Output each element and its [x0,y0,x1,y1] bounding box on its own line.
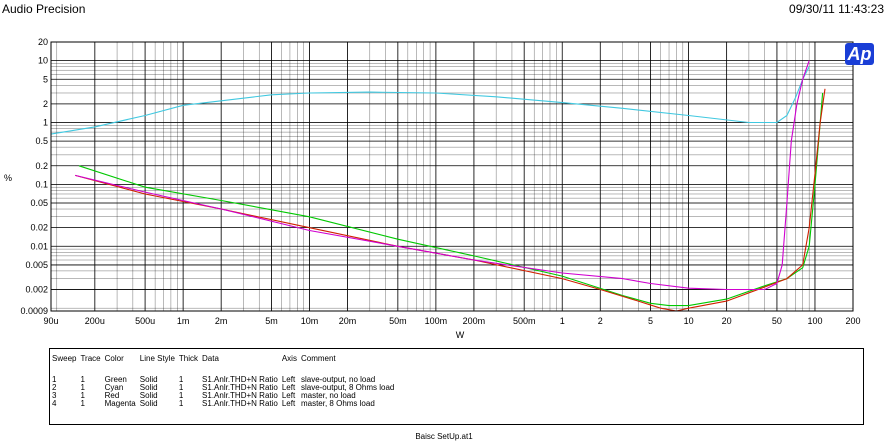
footer-filename: Baisc SetUp.at1 [415,432,473,441]
series-line-4 [75,60,810,291]
x-axis-label: W [456,330,465,340]
legend-cell: 1 [178,391,184,400]
x-tick-label: 1 [560,316,565,326]
plot-frame [50,41,854,312]
legend-header: Axis [281,354,297,363]
y-tick-label: 0.05 [30,198,48,208]
y-axis-label: % [4,173,12,183]
legend-header: Data [202,354,219,363]
legend-header: Line Style [139,354,175,363]
legend-cell: master, 8 Ohms load [300,399,375,408]
legend-cell: S1.Anlr.THD+N Ratio [202,383,278,392]
legend-cell: Cyan [104,383,124,392]
x-tick-label: 200 [845,316,860,326]
legend-cell: S1.Anlr.THD+N Ratio [202,391,278,400]
x-tick-label: 5m [265,316,278,326]
legend-cell: Left [281,399,296,408]
legend-header: Comment [300,354,336,363]
legend-cell: 2 [52,383,57,392]
y-tick-label: 10 [38,56,48,66]
series-layer [50,60,826,312]
legend-cell: 1 [80,383,85,392]
legend-cell: Left [281,383,296,392]
legend-cell: 1 [178,383,184,392]
x-tick-label: 10m [301,316,319,326]
legend-cell: slave-output, no load [300,375,376,384]
legend-cell: Solid [139,391,158,400]
legend-cell: 1 [178,375,184,384]
x-tick-label: 20m [339,316,357,326]
x-tick-labels: 90u 200u 500u 1m 2m 5m 10m 20m 50m 100m 200m 500m 1 2… [43,316,860,326]
legend-cell: 3 [52,391,57,400]
x-tick-label: 500u [135,316,155,326]
x-tick-label: 10 [684,316,694,326]
legend-header-row: Sweep Trace Color Line Style Thick Data … [50,349,396,376]
minor-gridlines [51,42,853,312]
timestamp: 09/30/11 11:43:23 [789,2,884,16]
legend-table: Sweep Trace Color Line Style Thick Data … [49,348,864,425]
legend-cell: Left [281,391,296,400]
y-tick-label: 0.02 [30,223,48,233]
legend-cell: master, no load [300,391,356,400]
x-tick-label: 200m [463,316,486,326]
legend-cell: Solid [139,383,158,392]
x-tick-label: 1m [177,316,190,326]
legend-header: Color [104,354,124,363]
y-tick-label: 1 [43,118,48,128]
legend-cell: S1.Anlr.THD+N Ratio [202,399,278,408]
legend-cell: 1 [80,399,85,408]
legend-cell: 1 [178,399,184,408]
x-tick-label: 90u [43,316,58,326]
legend-row: 2 1 Cyan Solid 1 S1.Anlr.THD+N Ratio Lef… [50,384,396,392]
series-line-1 [78,92,824,307]
x-tick-label: 2 [598,316,603,326]
x-tick-label: 2m [215,316,228,326]
legend-row: 3 1 Red Solid 1 S1.Anlr.THD+N Ratio Left… [50,392,396,400]
legend-cell: Red [104,391,120,400]
x-tick-label: 500m [513,316,536,326]
y-tick-labels: 0.0009 0.002 0.005 0.01 0.02 0.05 0.1 0.2 0.5 1 2 5… [20,37,48,316]
legend-cell: 4 [52,399,57,408]
y-tick-label: 0.01 [30,241,48,251]
legend-cell: S1.Anlr.THD+N Ratio [202,375,278,384]
x-tick-label: 50 [772,316,782,326]
y-tick-label: 0.0009 [20,306,48,316]
y-tick-label: 2 [43,99,48,109]
y-tick-label: 20 [38,37,48,47]
legend-cell: slave-output, 8 Ohms load [300,383,395,392]
y-tick-label: 0.002 [25,285,48,295]
y-tick-label: 0.5 [35,136,48,146]
legend-header: Trace [80,354,101,363]
legend-row: 4 1 Magenta Solid 1 S1.Anlr.THD+N Ratio … [50,400,396,408]
major-gridlines [50,41,854,312]
app-title: Audio Precision [2,2,86,16]
series-line-2 [50,66,810,135]
legend-cell: 1 [80,375,85,384]
thd-chart: 90u 200u 500u 1m 2m 5m 10m 20m 50m 100m 200m 500m 1 2… [4,37,861,340]
y-tick-label: 0.2 [35,161,48,171]
legend-cell: Solid [139,399,158,408]
legend-cell: 1 [52,375,57,384]
y-tick-label: 0.005 [25,260,48,270]
x-tick-label: 100m [425,316,448,326]
ap-logo: Ap [845,43,874,65]
legend-row: 1 1 Green Solid 1 S1.Anlr.THD+N Ratio Le… [50,376,396,384]
series-line-3 [75,88,826,312]
legend-cell: Magenta [104,399,136,408]
x-tick-label: 20 [722,316,732,326]
legend-cell: Left [281,375,296,384]
legend-header: Sweep [52,354,77,363]
x-tick-label: 200u [85,316,105,326]
y-tick-label: 0.1 [35,179,48,189]
x-tick-label: 100 [807,316,822,326]
legend-cell: 1 [80,391,85,400]
legend-cell: Green [104,375,127,384]
x-tick-label: 50m [389,316,407,326]
legend-header: Thick [178,354,199,363]
y-tick-label: 5 [43,74,48,84]
legend-cell: Solid [139,375,158,384]
x-tick-label: 5 [648,316,653,326]
